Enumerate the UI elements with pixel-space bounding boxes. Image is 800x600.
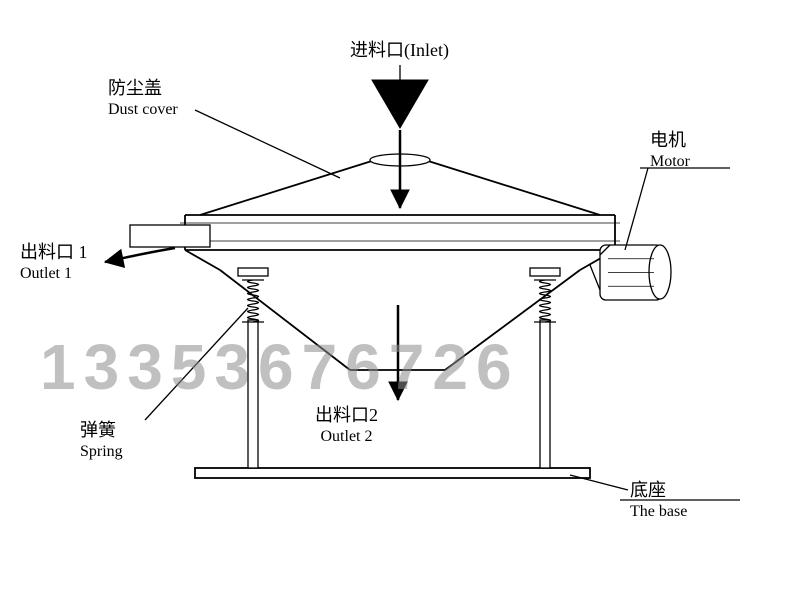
label-dustcover-en: Dust cover — [108, 100, 178, 119]
label-spring-cn: 弹簧 — [80, 420, 123, 442]
label-outlet1: 出料口 1 Outlet 1 — [20, 242, 88, 283]
label-motor-en: Motor — [650, 152, 690, 171]
label-motor: 电机 Motor — [650, 130, 690, 171]
label-outlet1-en: Outlet 1 — [20, 264, 88, 283]
label-motor-cn: 电机 — [650, 130, 690, 152]
label-spring: 弹簧 Spring — [80, 420, 123, 461]
label-base-cn: 底座 — [630, 480, 687, 502]
label-base-en: The base — [630, 502, 687, 521]
label-outlet2-en: Outlet 2 — [315, 427, 378, 446]
label-spring-en: Spring — [80, 442, 123, 461]
label-base: 底座 The base — [630, 480, 687, 521]
label-inlet-cn: 进料口(Inlet) — [350, 40, 449, 62]
label-outlet1-cn: 出料口 1 — [20, 242, 88, 264]
label-inlet: 进料口(Inlet) — [350, 40, 449, 62]
label-dustcover-cn: 防尘盖 — [108, 78, 178, 100]
label-outlet2-cn: 出料口2 — [315, 405, 378, 427]
label-outlet2: 出料口2 Outlet 2 — [315, 405, 378, 446]
label-dustcover: 防尘盖 Dust cover — [108, 78, 178, 119]
